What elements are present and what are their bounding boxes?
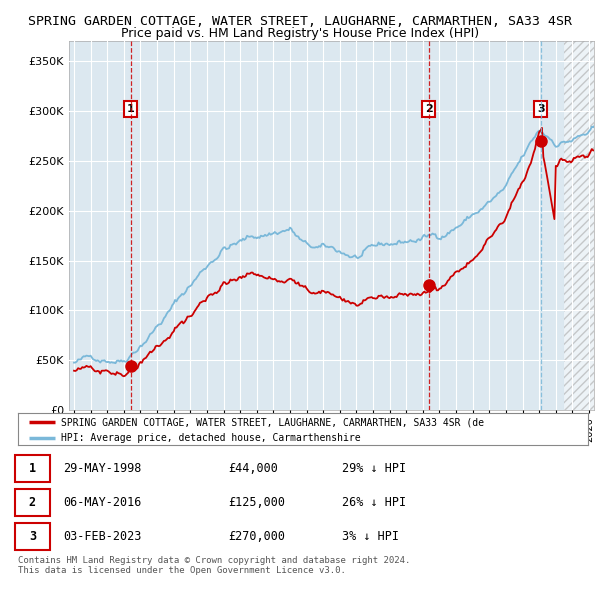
Bar (564, 41, 598, 410)
Text: SPRING GARDEN COTTAGE, WATER STREET, LAUGHARNE, CARMARTHEN, SA33 4SR (de: SPRING GARDEN COTTAGE, WATER STREET, LAU… (61, 417, 484, 427)
Text: 3: 3 (537, 104, 544, 114)
Text: 2: 2 (29, 496, 36, 509)
Text: £270,000: £270,000 (228, 530, 285, 543)
Text: Contains HM Land Registry data © Crown copyright and database right 2024.
This d: Contains HM Land Registry data © Crown c… (18, 556, 410, 575)
Text: 1: 1 (29, 462, 36, 475)
Text: 06-MAY-2016: 06-MAY-2016 (63, 496, 142, 509)
Text: £44,000: £44,000 (228, 462, 278, 475)
Text: 03-FEB-2023: 03-FEB-2023 (63, 530, 142, 543)
Text: £125,000: £125,000 (228, 496, 285, 509)
Text: 29-MAY-1998: 29-MAY-1998 (63, 462, 142, 475)
Text: SPRING GARDEN COTTAGE, WATER STREET, LAUGHARNE, CARMARTHEN, SA33 4SR: SPRING GARDEN COTTAGE, WATER STREET, LAU… (28, 15, 572, 28)
Text: 3: 3 (29, 530, 36, 543)
Text: 29% ↓ HPI: 29% ↓ HPI (342, 462, 406, 475)
Text: HPI: Average price, detached house, Carmarthenshire: HPI: Average price, detached house, Carm… (61, 433, 361, 443)
Text: 2: 2 (425, 104, 433, 114)
Text: Price paid vs. HM Land Registry's House Price Index (HPI): Price paid vs. HM Land Registry's House … (121, 27, 479, 40)
Bar (564, 41, 598, 410)
Text: 1: 1 (127, 104, 134, 114)
Text: 3% ↓ HPI: 3% ↓ HPI (342, 530, 399, 543)
Text: 26% ↓ HPI: 26% ↓ HPI (342, 496, 406, 509)
